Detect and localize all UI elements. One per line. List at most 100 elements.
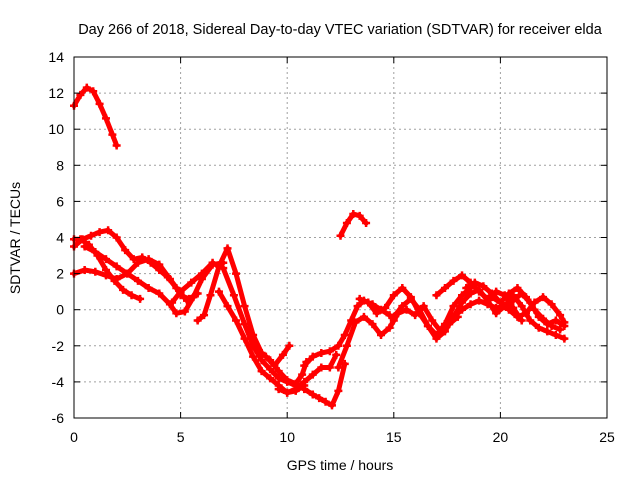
- series-arc-10: [253, 341, 294, 370]
- y-tick-label: 14: [48, 49, 64, 65]
- data-point: [308, 370, 317, 379]
- data-point: [317, 363, 326, 372]
- data-point: [261, 352, 270, 361]
- data-point: [336, 231, 345, 240]
- data-point: [362, 219, 371, 228]
- data-point: [419, 302, 428, 311]
- data-point: [479, 282, 488, 291]
- x-axis-label: GPS time / hours: [287, 457, 394, 473]
- series-arc-19: [487, 284, 565, 334]
- data-point: [127, 291, 136, 300]
- data-point: [193, 316, 202, 325]
- data-point: [270, 361, 279, 370]
- data-point: [440, 284, 449, 293]
- data-point: [180, 307, 189, 316]
- data-point: [283, 376, 292, 385]
- data-point: [432, 334, 441, 343]
- data-point: [462, 284, 471, 293]
- data-point: [123, 269, 132, 278]
- data-point: [530, 305, 539, 314]
- data-point: [274, 367, 283, 376]
- data-point: [240, 334, 249, 343]
- data-point: [432, 291, 441, 300]
- data-point: [342, 341, 351, 350]
- data-point: [232, 269, 241, 278]
- y-tick-label: 10: [48, 121, 64, 137]
- data-point: [101, 255, 110, 264]
- data-point: [257, 367, 266, 376]
- y-tick-label: 12: [48, 85, 64, 101]
- data-point: [466, 300, 475, 309]
- data-point: [340, 330, 349, 339]
- data-point: [112, 141, 121, 150]
- data-point: [112, 262, 121, 271]
- data-point: [458, 271, 467, 280]
- data-point: [517, 302, 526, 311]
- data-point: [87, 231, 96, 240]
- data-point: [249, 352, 258, 361]
- data-point: [389, 291, 398, 300]
- data-point: [349, 210, 358, 219]
- data-point: [155, 260, 164, 269]
- data-point: [214, 287, 223, 296]
- data-point: [121, 246, 130, 255]
- data-point: [449, 302, 458, 311]
- data-point: [355, 294, 364, 303]
- y-tick-label: 0: [56, 302, 64, 318]
- data-point: [334, 341, 343, 350]
- data-point: [95, 99, 104, 108]
- data-point: [327, 401, 336, 410]
- data-point: [377, 330, 386, 339]
- data-point: [364, 298, 373, 307]
- data-point: [308, 390, 317, 399]
- data-point: [351, 318, 360, 327]
- data-point: [325, 347, 334, 356]
- data-point: [353, 302, 362, 311]
- data-point: [144, 284, 153, 293]
- data-point: [398, 302, 407, 311]
- data-point: [321, 397, 330, 406]
- data-point: [551, 316, 560, 325]
- data-point: [539, 293, 548, 302]
- data-point: [168, 298, 177, 307]
- data-point: [240, 302, 249, 311]
- data-point: [475, 296, 484, 305]
- y-tick-label: -2: [52, 338, 65, 354]
- data-point: [458, 305, 467, 314]
- data-point: [101, 271, 110, 280]
- data-point: [483, 300, 492, 309]
- data-point: [521, 293, 530, 302]
- data-point: [223, 244, 232, 253]
- data-point: [334, 386, 343, 395]
- data-point: [133, 258, 142, 267]
- data-point: [470, 278, 479, 287]
- data-point: [359, 312, 368, 321]
- data-point: [208, 258, 217, 267]
- data-point: [108, 130, 117, 139]
- data-point: [283, 388, 292, 397]
- data-point: [91, 267, 100, 276]
- data-point: [534, 323, 543, 332]
- data-point: [556, 325, 565, 334]
- data-point: [543, 327, 552, 336]
- data-point: [406, 294, 415, 303]
- x-tick-label: 15: [386, 429, 402, 445]
- data-point: [253, 345, 262, 354]
- data-point: [172, 309, 181, 318]
- data-point: [449, 312, 458, 321]
- data-point: [119, 285, 128, 294]
- data-point: [80, 242, 89, 251]
- series-arc-2: [336, 210, 371, 240]
- data-point: [547, 300, 556, 309]
- data-point: [517, 316, 526, 325]
- data-point: [266, 374, 275, 383]
- data-point: [136, 294, 145, 303]
- data-point: [398, 284, 407, 293]
- data-point: [556, 311, 565, 320]
- data-point: [285, 341, 294, 350]
- data-point: [76, 90, 85, 99]
- data-point: [104, 226, 113, 235]
- data-point: [200, 311, 209, 320]
- data-point: [332, 350, 341, 359]
